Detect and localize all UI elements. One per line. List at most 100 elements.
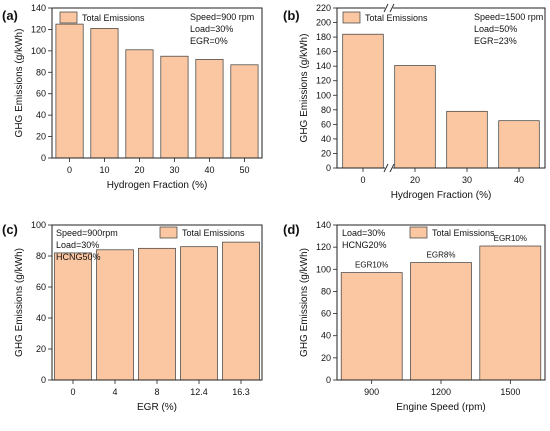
panel-tag: (c) [2,222,18,237]
data-label: EGR10% [355,261,388,270]
x-axis-label: Hydrogen Fraction (%) [391,190,492,201]
y-tick-label: 80 [321,286,331,296]
legend: Total Emissions [409,226,495,239]
y-tick-label: 180 [316,32,331,42]
x-tick-label: 30 [462,175,472,185]
y-tick-label: 200 [316,18,331,28]
data-label: EGR10% [494,234,527,243]
y-axis-label: GHG Emissions (g/kWh) [14,29,25,138]
bar-1200 [410,262,472,381]
x-tick-label: 0 [70,387,75,397]
x-tick-label: 16.3 [232,387,250,397]
y-tick-label: 60 [321,119,331,129]
legend: Total Emissions [59,11,145,24]
legend: Total Emissions [159,226,245,239]
condition-annotation: Load=30% [190,24,233,34]
x-tick-label: 0 [67,165,72,175]
bar-0 [54,252,92,381]
x-tick-label: 20 [410,175,420,185]
y-tick-label: 20 [321,148,331,158]
bar-30 [160,55,189,159]
y-tick-label: 100 [31,220,46,230]
y-tick-label: 80 [36,67,46,77]
y-tick-label: 100 [31,46,46,56]
legend-label: Total Emissions [82,13,145,23]
y-tick-label: 80 [36,251,46,261]
legend-label: Total Emissions [365,13,428,23]
bar-12.4 [180,246,218,381]
bar-50 [230,64,259,159]
y-tick-label: 20 [321,353,331,363]
x-tick-label: 900 [364,387,379,397]
y-tick-label: 80 [321,105,331,115]
y-axis-label: GHG Emissions (g/kWh) [299,248,310,357]
panel-tag: (d) [283,222,300,237]
y-tick-label: 20 [36,132,46,142]
x-tick-label: 40 [204,165,214,175]
condition-annotation: Speed=900 rpm [190,12,254,22]
y-tick-label: 120 [316,76,331,86]
x-tick-label: 40 [514,175,524,185]
x-tick-label: 0 [360,175,365,185]
legend-label: Total Emissions [432,228,495,238]
legend-swatch [342,11,361,24]
axis-break-mark [383,163,389,173]
y-tick-label: 60 [36,282,46,292]
y-tick-label: 60 [321,309,331,319]
y-tick-label: 120 [31,24,46,34]
y-tick-label: 40 [36,313,46,323]
y-tick-label: 160 [316,47,331,57]
condition-annotation: HCNG20% [342,240,387,250]
condition-annotation: EGR=23% [474,36,517,46]
axis-break-mark [383,3,389,13]
axis-break-gap [385,165,393,171]
bar-40 [195,59,224,159]
chart-panel-4: EGR10% EGR8% EGR10% 0 20 40 60 80 100 120 140 900 12… [283,220,546,413]
y-tick-label: 140 [316,61,331,71]
bar-900 [340,272,403,381]
y-tick-label: 140 [316,220,331,230]
chart-panel-3: 0 20 40 60 80 100 0 4 8 12.4 16.3 EGR (%) GHG Emissi… [2,220,263,413]
y-tick-label: 100 [316,90,331,100]
bar-0 [342,33,384,169]
y-tick-label: 40 [36,110,46,120]
x-tick-label: 4 [112,387,117,397]
y-tick-label: 40 [321,331,331,341]
y-axis-label: GHG Emissions (g/kWh) [299,34,310,143]
axis-break-gap [385,5,393,11]
axis-break-mark [389,3,395,13]
y-tick-label: 120 [316,242,331,252]
bar-0 [55,23,84,159]
y-tick-label: 40 [321,134,331,144]
x-axis-label: Hydrogen Fraction (%) [107,180,208,191]
bar-10 [90,28,119,159]
panel-tag: (a) [2,8,18,23]
y-tick-label: 220 [316,3,331,13]
bar-1500 [479,245,542,381]
x-axis-label: Engine Speed (rpm) [396,402,486,413]
x-tick-label: 12.4 [190,387,208,397]
x-tick-label: 8 [154,387,159,397]
y-tick-label: 140 [31,3,46,13]
chart-panel-1: 0 20 40 60 80 100 120 140 0 10 20 30 40 50 Hydrogen Fr… [2,3,263,191]
bar-20 [394,65,436,169]
condition-annotation: HCNG50% [56,252,101,262]
bar-20 [125,49,154,159]
x-axis-label: EGR (%) [137,402,177,413]
condition-annotation: Load=30% [56,240,99,250]
bar-16.3 [222,241,260,381]
condition-annotation: Load=30% [342,228,385,238]
bar-8 [138,247,176,381]
x-tick-label: 50 [239,165,249,175]
y-tick-label: 0 [41,375,46,385]
y-axis-label: GHG Emissions (g/kWh) [14,248,25,357]
x-tick-label: 1500 [500,387,520,397]
plot-frame [51,7,263,159]
y-tick-label: 0 [326,375,331,385]
x-tick-label: 1200 [431,387,451,397]
chart-panel-2: 0 20 40 60 80 100 120 140 160 180 200 220 0 20 30 40 Hyd… [283,3,546,201]
y-tick-label: 0 [326,163,331,173]
bar-30 [446,110,488,169]
bar-40 [498,120,540,169]
